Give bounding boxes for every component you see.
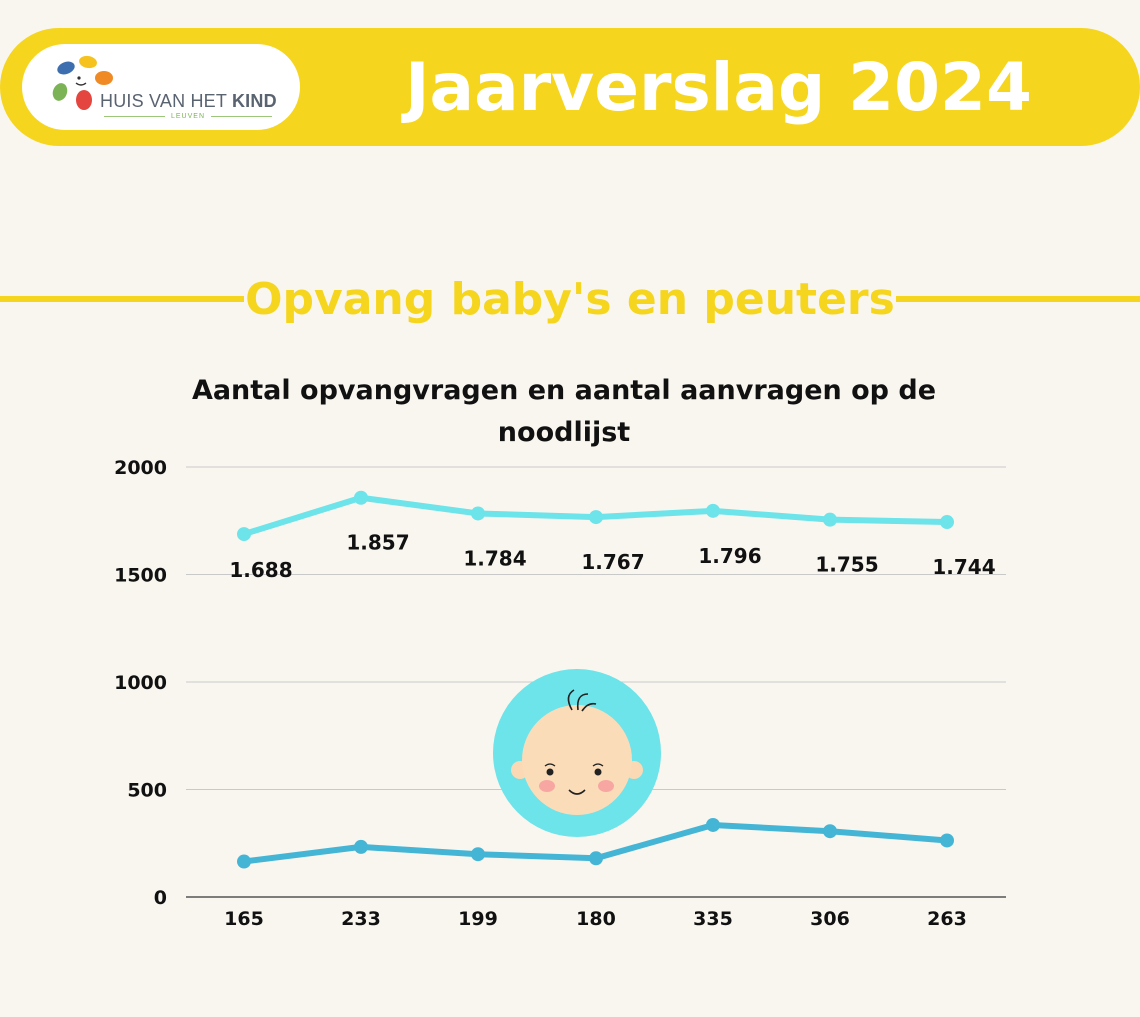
data-point (471, 847, 485, 862)
data-point (706, 503, 720, 518)
x-tick-label: 180 (576, 908, 616, 930)
data-point (237, 527, 251, 542)
y-tick-label: 1500 (114, 565, 167, 587)
data-label: 1.784 (463, 546, 526, 570)
logo-city: LEUVEN (104, 113, 273, 120)
y-tick-label: 2000 (114, 457, 167, 479)
data-point (823, 512, 837, 527)
x-tick-label: 165 (224, 908, 264, 930)
logo-badge (22, 44, 300, 130)
y-tick-label: 0 (154, 887, 167, 909)
section-divider-right (896, 296, 1140, 302)
flower-logo-icon (52, 55, 113, 110)
section-title: Opvang baby's en peuters (245, 274, 895, 325)
chart-title: Aantal opvangvragen en aantal aanvragen … (191, 375, 937, 448)
data-point (823, 824, 837, 839)
x-tick-label: 263 (927, 908, 967, 930)
section-divider-left (0, 296, 244, 302)
data-point (354, 839, 368, 854)
logo-name: HUIS VAN HET KIND (100, 91, 277, 111)
data-point (589, 851, 603, 866)
data-label: 1.796 (698, 544, 761, 568)
y-tick-label: 1000 (114, 672, 167, 694)
y-tick-label: 500 (127, 780, 167, 802)
x-tick-label: 335 (693, 908, 733, 930)
x-tick-label: 306 (810, 908, 850, 930)
x-tick-label: 199 (458, 908, 498, 930)
data-point (237, 854, 251, 869)
data-label: 1.688 (229, 558, 292, 582)
data-label: 1.767 (581, 550, 644, 574)
data-point (589, 510, 603, 525)
data-point (354, 490, 368, 505)
data-label: 1.744 (932, 555, 995, 579)
data-point (706, 817, 720, 832)
data-point (940, 833, 954, 848)
baby-face-icon (493, 669, 661, 837)
data-point (940, 515, 954, 530)
x-tick-label: 233 (341, 908, 381, 930)
data-label: 1.755 (815, 553, 878, 577)
data-point (471, 506, 485, 521)
report-title: Jaarverslag 2024 (405, 49, 1032, 126)
data-label: 1.857 (346, 531, 409, 555)
